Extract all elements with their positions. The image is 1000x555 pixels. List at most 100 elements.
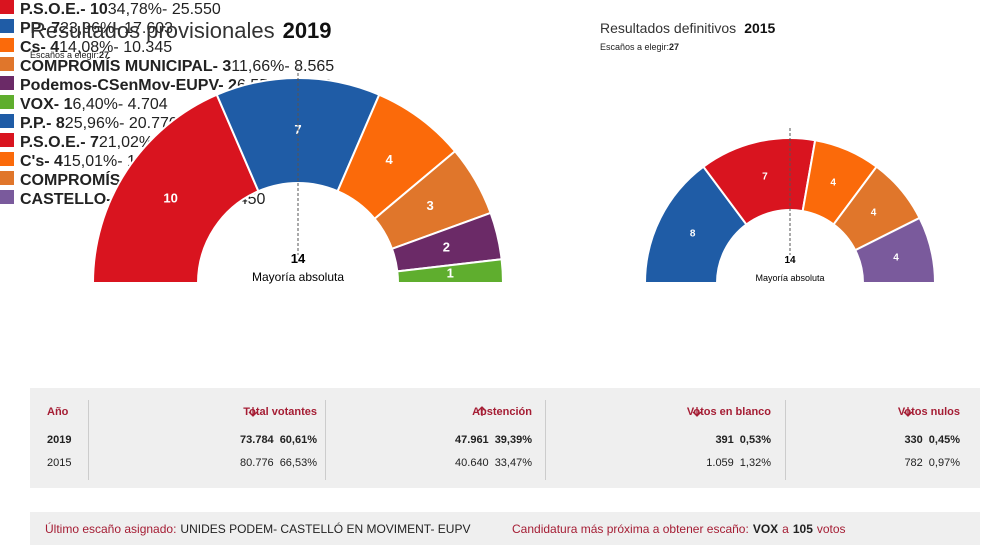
party-name: C's (20, 153, 45, 170)
table-cell: 391 0,53% (715, 434, 771, 446)
party-name: VOX (20, 96, 54, 113)
legend-swatch (0, 76, 14, 90)
total-seats: 27 (99, 50, 109, 60)
legend-swatch (0, 38, 14, 52)
table-cell: 47.961 39,39% (455, 434, 532, 446)
count: 73.784 (240, 434, 274, 446)
legend-swatch (0, 133, 14, 147)
percent: 6,40% (72, 96, 118, 113)
separator: - (41, 20, 52, 37)
seat-label: 4 (893, 253, 899, 264)
title-text: Resultados provisionales (30, 18, 275, 43)
sort-arrow (477, 406, 487, 416)
percent: 39,39% (494, 434, 532, 446)
seat-label: 4 (830, 178, 836, 189)
arrow (692, 407, 702, 417)
legend-swatch (0, 95, 14, 109)
subtitle-text: Escaños a elegir: (30, 50, 99, 60)
percent: 23,96% (60, 20, 115, 37)
table-cell: 80.776 66,53% (240, 457, 317, 469)
seat-label: 4 (385, 152, 393, 167)
percent: 1,32% (739, 457, 771, 469)
separator: - (53, 96, 64, 113)
party-name: P.P. (20, 115, 47, 132)
percent: 14,08% (59, 39, 114, 56)
year-cell: 2015 (47, 457, 72, 469)
legend-name: VOX- 1 (20, 96, 72, 113)
count: 47.961 (455, 434, 489, 446)
majority: 14 (784, 255, 796, 266)
separator: - (46, 115, 56, 132)
legend-name: Podemos-CSenMov-EUPV- 2 (20, 77, 237, 94)
header-text: Total votantes (243, 406, 317, 418)
sort-arrow (692, 407, 702, 417)
separator (325, 400, 326, 480)
legend-name: P.S.O.E.- 7 (20, 134, 99, 151)
percent: 0,53% (739, 434, 771, 446)
subtitle: Escaños a elegir:27 (30, 50, 109, 60)
separator: - (119, 115, 129, 132)
chart-title: Resultados definitivos 2015 (600, 20, 776, 36)
seat-arc (853, 216, 937, 284)
party-name: COMPROMÍS MUNICIPAL (20, 58, 213, 75)
separator (545, 400, 546, 480)
count: 80.776 (240, 457, 274, 469)
percent: 25,96% (64, 115, 120, 132)
header-text: Votos nulos (897, 406, 960, 418)
word: a (782, 522, 789, 536)
seats: 7 (89, 134, 99, 151)
separator (88, 400, 89, 480)
separator: - (80, 1, 90, 18)
legend-swatch (0, 0, 14, 14)
votes: 25.550 (171, 1, 221, 18)
separator: - (44, 153, 55, 170)
seat-label: 4 (871, 208, 877, 219)
arrow (248, 407, 258, 417)
legend-item: PP- 723,96%- 17.603 (0, 19, 1000, 38)
legend-detail: 25,96%- 20.770 (65, 115, 178, 132)
percent: 0,45% (928, 434, 960, 446)
arrow (477, 406, 487, 416)
count: 391 (715, 434, 734, 446)
sort-arrow (248, 407, 258, 417)
seats: 4 (54, 153, 63, 170)
party-name: CASTELLO-EN (20, 191, 134, 208)
separator: - (114, 20, 125, 37)
table-cell: 330 0,45% (904, 434, 960, 446)
party-name: COMPROMÍS (20, 172, 121, 189)
last-seat: Último escaño asignado: UNIDES PODEM- CAS… (45, 522, 470, 536)
count: 1.059 (706, 457, 734, 469)
majority-label: Mayoría absoluta (252, 270, 344, 284)
header-text: Abstención (472, 406, 532, 418)
seat-label: 1 (447, 266, 454, 281)
legend-name: Cs- 4 (20, 39, 59, 56)
subtitle: Escaños a elegir:27 (600, 42, 679, 52)
table-header: Votos nulos (898, 406, 960, 418)
legend-item: P.P.- 825,96%- 20.770 (0, 114, 1000, 133)
party-name: Podemos-CSenMov-EUPV (20, 77, 219, 94)
year-cell: 2019 (47, 434, 72, 446)
table-header: Votos en blanco (687, 406, 771, 418)
majority-label: Mayoría absoluta (755, 273, 824, 283)
legend-swatch (0, 114, 14, 128)
legend-swatch (0, 57, 14, 71)
votes: 4.704 (127, 96, 168, 113)
party-name: P.S.O.E. (20, 1, 81, 18)
legend-name: PP- 7 (20, 20, 60, 37)
legend-name: P.P.- 8 (20, 115, 65, 132)
percent: 66,53% (279, 457, 317, 469)
label: Último escaño asignado: (45, 522, 177, 536)
footer: Último escaño asignado: UNIDES PODEM- CAS… (30, 512, 980, 545)
seat-label: 10 (163, 191, 177, 206)
table-cell: 40.640 33,47% (455, 457, 532, 469)
participation-table: Año Total votantes Abstención Votos en blan… (30, 388, 980, 488)
value: UNIDES PODEM- CASTELLÓ EN MOVIMENT- EUPV (180, 522, 471, 536)
percent: 21,02% (98, 134, 154, 151)
separator: - (117, 96, 128, 113)
percent: 11,66% (231, 58, 285, 75)
percent: 0,97% (928, 457, 960, 469)
separator: - (212, 58, 223, 75)
votes: 8.565 (294, 58, 335, 75)
